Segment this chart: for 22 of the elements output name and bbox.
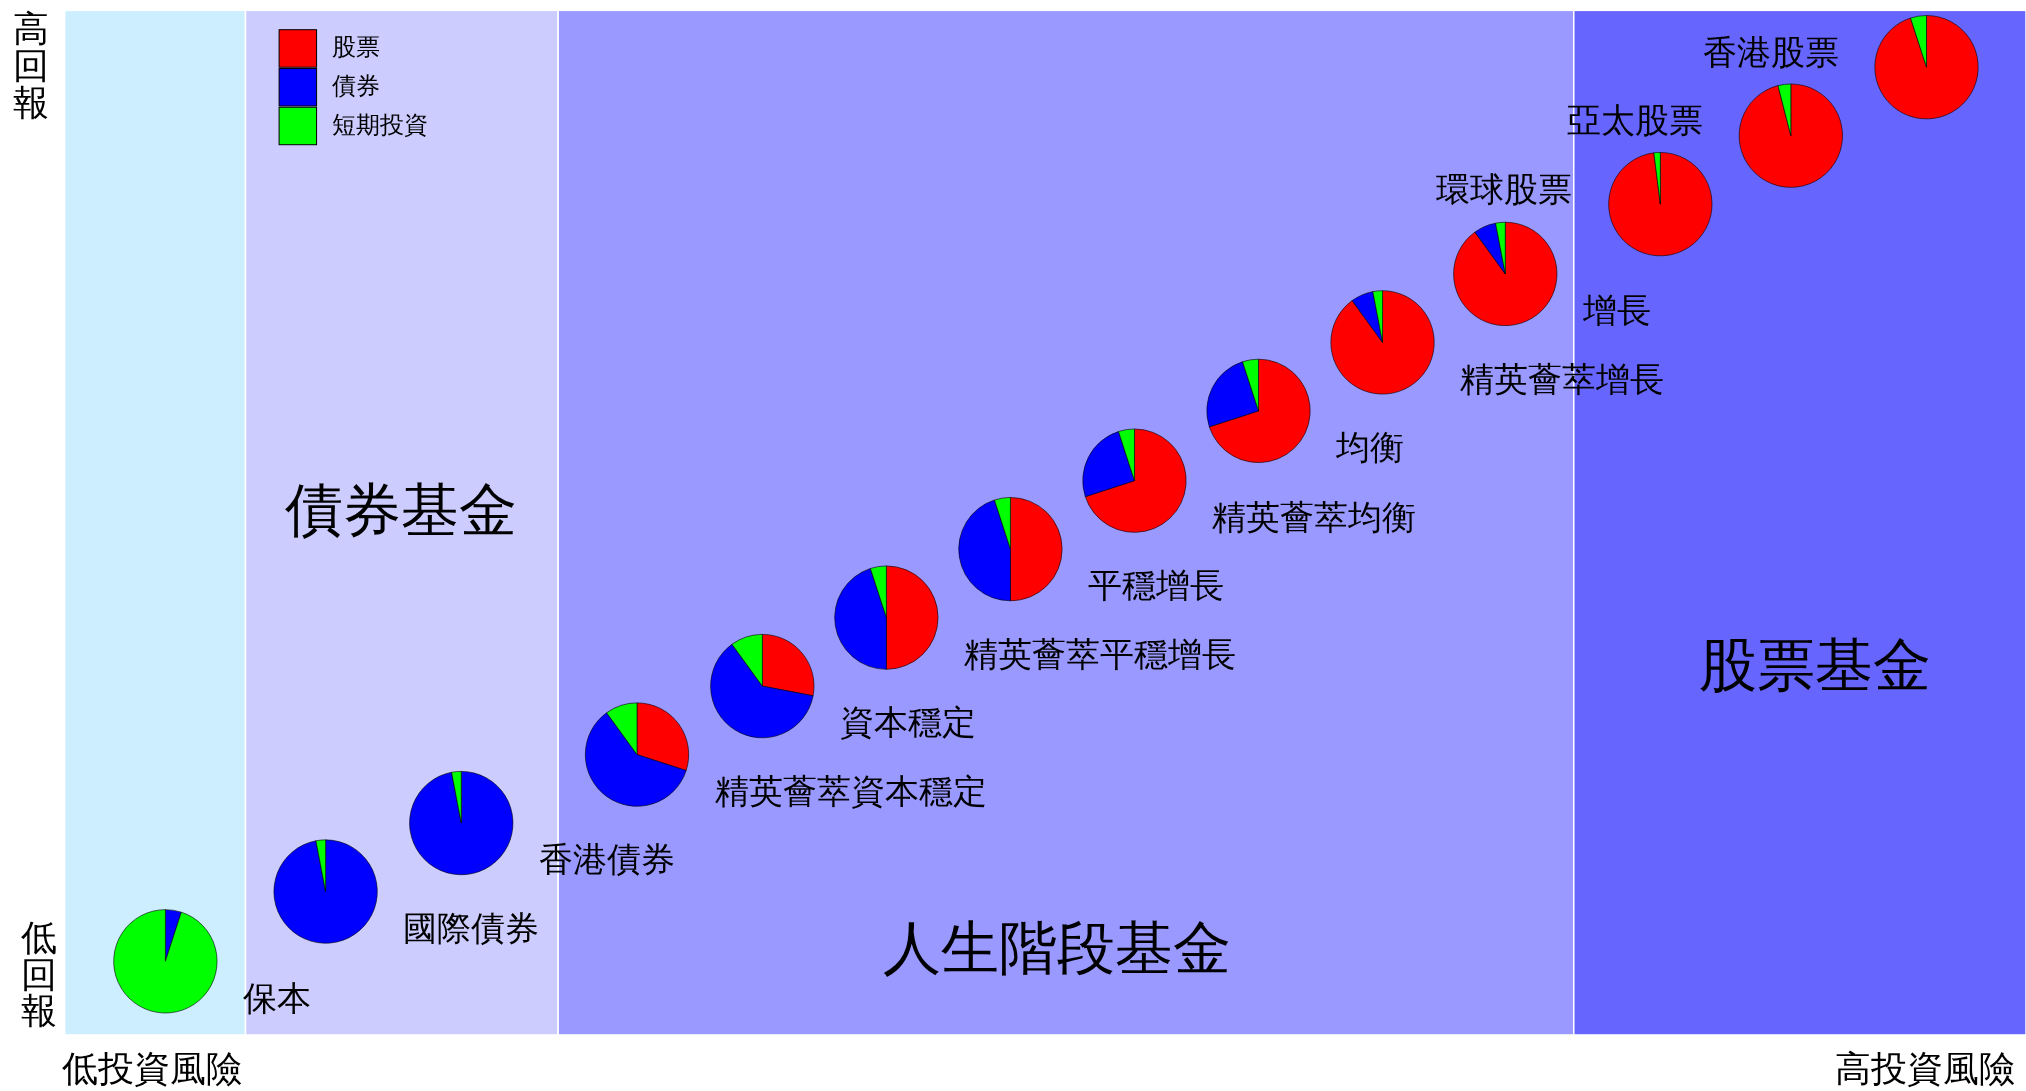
legend-label: 債券 xyxy=(332,72,381,101)
title: 精英薈萃均衡 xyxy=(1212,496,1416,537)
title: 精英薈萃平穩增長 xyxy=(963,633,1236,674)
title: 保本 xyxy=(242,977,311,1018)
text: 股票基金 xyxy=(1699,631,1932,700)
title: 平穩增長 xyxy=(1087,565,1224,606)
text: 低投資風險 xyxy=(62,1048,243,1090)
title: 國際債券 xyxy=(403,907,540,948)
vertical-label: 高回報 xyxy=(13,8,49,123)
title: 均衡 xyxy=(1336,427,1404,468)
vertical-label: 低回報 xyxy=(20,916,57,1032)
text: 高投資風險 xyxy=(1835,1048,2016,1090)
title: 資本穩定 xyxy=(839,702,976,743)
legend-label: 股票 xyxy=(332,33,381,62)
title: 精英薈萃資本穩定 xyxy=(714,770,987,811)
legend-label: 短期投資 xyxy=(332,110,429,139)
title: 增長 xyxy=(1582,290,1651,331)
text: 債券基金 xyxy=(284,476,517,545)
title: 香港股票 xyxy=(1702,31,1839,72)
title: 香港債券 xyxy=(538,839,675,880)
text: 人生階段基金 xyxy=(882,914,1231,983)
title: 環球股票 xyxy=(1436,168,1573,209)
